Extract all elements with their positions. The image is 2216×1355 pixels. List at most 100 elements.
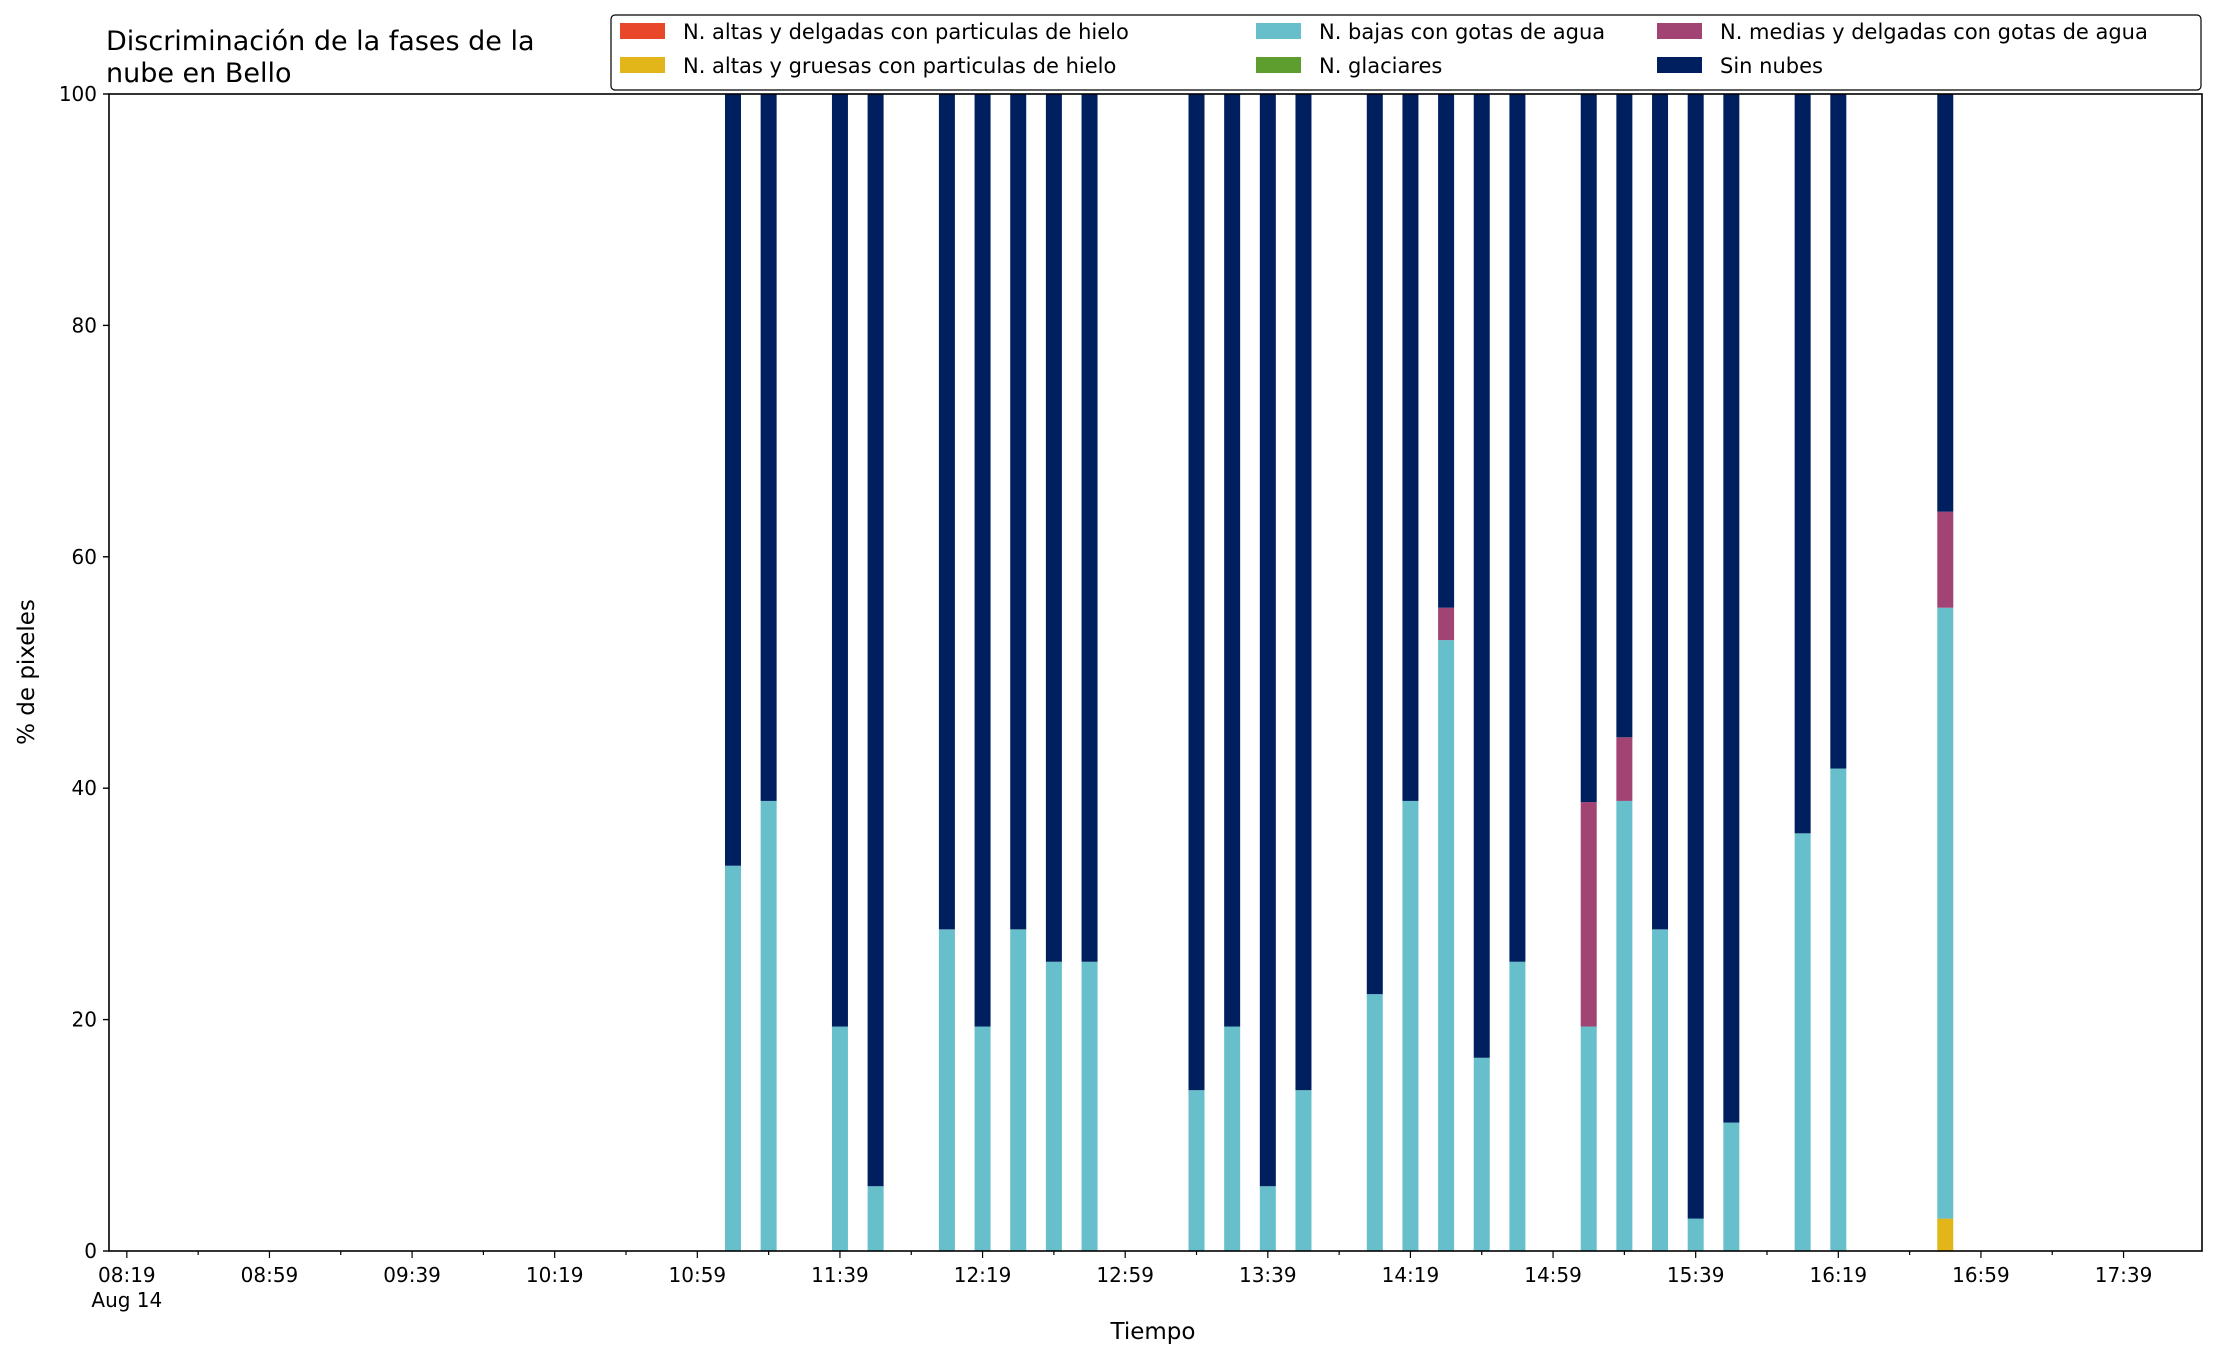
y-tick-label-1: 20 <box>72 1008 97 1032</box>
bar-segment-22-5 <box>1723 94 1740 1123</box>
legend-swatch-0 <box>620 23 665 39</box>
bar-segment-20-2 <box>1652 929 1669 1251</box>
bar-segment-23-2 <box>1794 833 1811 1251</box>
bar-segment-1-2 <box>760 800 777 1251</box>
x-tick-label-13: 16:59 <box>1952 1263 2010 1287</box>
legend: N. altas y delgadas con particulas de hi… <box>610 14 2202 91</box>
x-tick-label-3: 10:19 <box>526 1263 584 1287</box>
legend-swatch-1 <box>620 57 665 73</box>
bar-segment-0-2 <box>724 865 741 1251</box>
bar-segment-19-4 <box>1616 737 1633 801</box>
y-axis-label: % de pixeles <box>14 599 40 745</box>
legend-frame <box>610 14 2202 91</box>
bar-segment-4-5 <box>938 94 955 930</box>
bar-segment-17-2 <box>1509 961 1526 1251</box>
bar-segment-13-5 <box>1366 94 1383 995</box>
bar-segment-11-2 <box>1259 1186 1276 1251</box>
y-tick-label-5: 100 <box>59 82 97 106</box>
bar-segment-24-2 <box>1830 768 1847 1251</box>
bar-segment-0-5 <box>724 94 741 866</box>
bar-segment-10-5 <box>1224 94 1241 1027</box>
bar-segment-14-2 <box>1402 800 1419 1251</box>
x-tick-label-4: 10:59 <box>669 1263 727 1287</box>
bar-segment-17-5 <box>1509 94 1526 962</box>
bar-segment-2-2 <box>831 1026 848 1251</box>
bar-segment-6-5 <box>1010 94 1027 930</box>
bar-segment-16-2 <box>1473 1057 1490 1251</box>
legend-swatch-3 <box>1256 57 1301 73</box>
bar-segment-5-2 <box>974 1026 991 1251</box>
legend-label-4: N. medias y delgadas con gotas de agua <box>1720 20 2148 44</box>
bar-segment-21-2 <box>1687 1218 1704 1251</box>
y-tick-label-0: 0 <box>84 1239 97 1263</box>
bar-segment-25-5 <box>1937 94 1954 512</box>
bar-segment-13-2 <box>1366 994 1383 1251</box>
bar-segment-19-2 <box>1616 800 1633 1251</box>
x-tick-label-2: 09:39 <box>383 1263 441 1287</box>
bar-segment-7-5 <box>1045 94 1062 962</box>
bar-segment-12-2 <box>1295 1090 1312 1251</box>
bar-segment-5-5 <box>974 94 991 1027</box>
bar-segment-11-5 <box>1259 94 1276 1187</box>
bar-segment-19-5 <box>1616 94 1633 738</box>
bar-segment-18-2 <box>1580 1026 1597 1251</box>
legend-label-1: N. altas y gruesas con particulas de hie… <box>683 54 1116 78</box>
bar-segment-25-1 <box>1937 1218 1954 1251</box>
x-tick-label-9: 14:19 <box>1382 1263 1440 1287</box>
legend-label-5: Sin nubes <box>1720 54 1823 78</box>
bar-segment-22-2 <box>1723 1122 1740 1251</box>
bar-segment-21-5 <box>1687 94 1704 1219</box>
x-tick-label-10: 14:59 <box>1524 1263 1582 1287</box>
bar-segment-25-2 <box>1937 607 1954 1219</box>
x-tick-label-8: 13:39 <box>1239 1263 1297 1287</box>
plot-frame <box>108 93 2203 1252</box>
x-tick-label-0: 08:19 <box>98 1263 156 1287</box>
bar-segment-15-2 <box>1438 640 1455 1251</box>
y-tick-label-3: 60 <box>72 545 97 569</box>
bar-segment-2-5 <box>831 94 848 1027</box>
bar-segment-1-5 <box>760 94 777 801</box>
bar-segment-10-2 <box>1224 1026 1241 1251</box>
bar-segment-15-5 <box>1438 94 1455 608</box>
bar-segment-9-5 <box>1188 94 1205 1091</box>
bar-segment-15-4 <box>1438 607 1455 641</box>
x-tick-sublabel-0: Aug 14 <box>91 1288 162 1312</box>
y-tick-label-2: 40 <box>72 776 97 800</box>
legend-label-0: N. altas y delgadas con particulas de hi… <box>683 20 1129 44</box>
bar-segment-6-2 <box>1010 929 1027 1251</box>
x-axis-label: Tiempo <box>1110 1319 1196 1345</box>
legend-swatch-5 <box>1657 57 1702 73</box>
bar-segment-20-5 <box>1652 94 1669 930</box>
legend-swatch-4 <box>1657 23 1702 39</box>
bar-segment-16-5 <box>1473 94 1490 1058</box>
bar-segment-18-5 <box>1580 94 1597 803</box>
bar-segment-23-5 <box>1794 94 1811 834</box>
x-tick-label-5: 11:39 <box>811 1263 869 1287</box>
legend-swatch-2 <box>1256 23 1301 39</box>
bar-segment-24-5 <box>1830 94 1847 769</box>
x-tick-label-6: 12:19 <box>954 1263 1012 1287</box>
bar-segment-12-5 <box>1295 94 1312 1091</box>
chart-title-line-2: nube en Bello <box>106 58 292 89</box>
bar-segment-25-4 <box>1937 511 1954 608</box>
bar-segment-18-4 <box>1580 802 1597 1027</box>
bar-segment-8-5 <box>1081 94 1098 962</box>
x-tick-label-11: 15:39 <box>1667 1263 1725 1287</box>
bar-segment-3-5 <box>867 94 884 1187</box>
x-tick-label-14: 17:39 <box>2095 1263 2153 1287</box>
x-tick-label-1: 08:59 <box>241 1263 299 1287</box>
bar-segment-14-5 <box>1402 94 1419 801</box>
bar-segment-4-2 <box>938 929 955 1251</box>
bar-segment-7-2 <box>1045 961 1062 1251</box>
legend-label-3: N. glaciares <box>1319 54 1442 78</box>
chart-title: Discriminación de la fases de la nube en… <box>106 26 535 89</box>
bar-segment-8-2 <box>1081 961 1098 1251</box>
bar-segment-3-2 <box>867 1186 884 1251</box>
bars-layer <box>724 94 1954 1251</box>
x-tick-label-12: 16:19 <box>1809 1263 1867 1287</box>
legend-label-2: N. bajas con gotas de agua <box>1319 20 1605 44</box>
x-tick-label-7: 12:59 <box>1096 1263 1154 1287</box>
y-axis: 0 20 40 60 80 100 <box>59 82 109 1263</box>
bar-segment-9-2 <box>1188 1090 1205 1251</box>
